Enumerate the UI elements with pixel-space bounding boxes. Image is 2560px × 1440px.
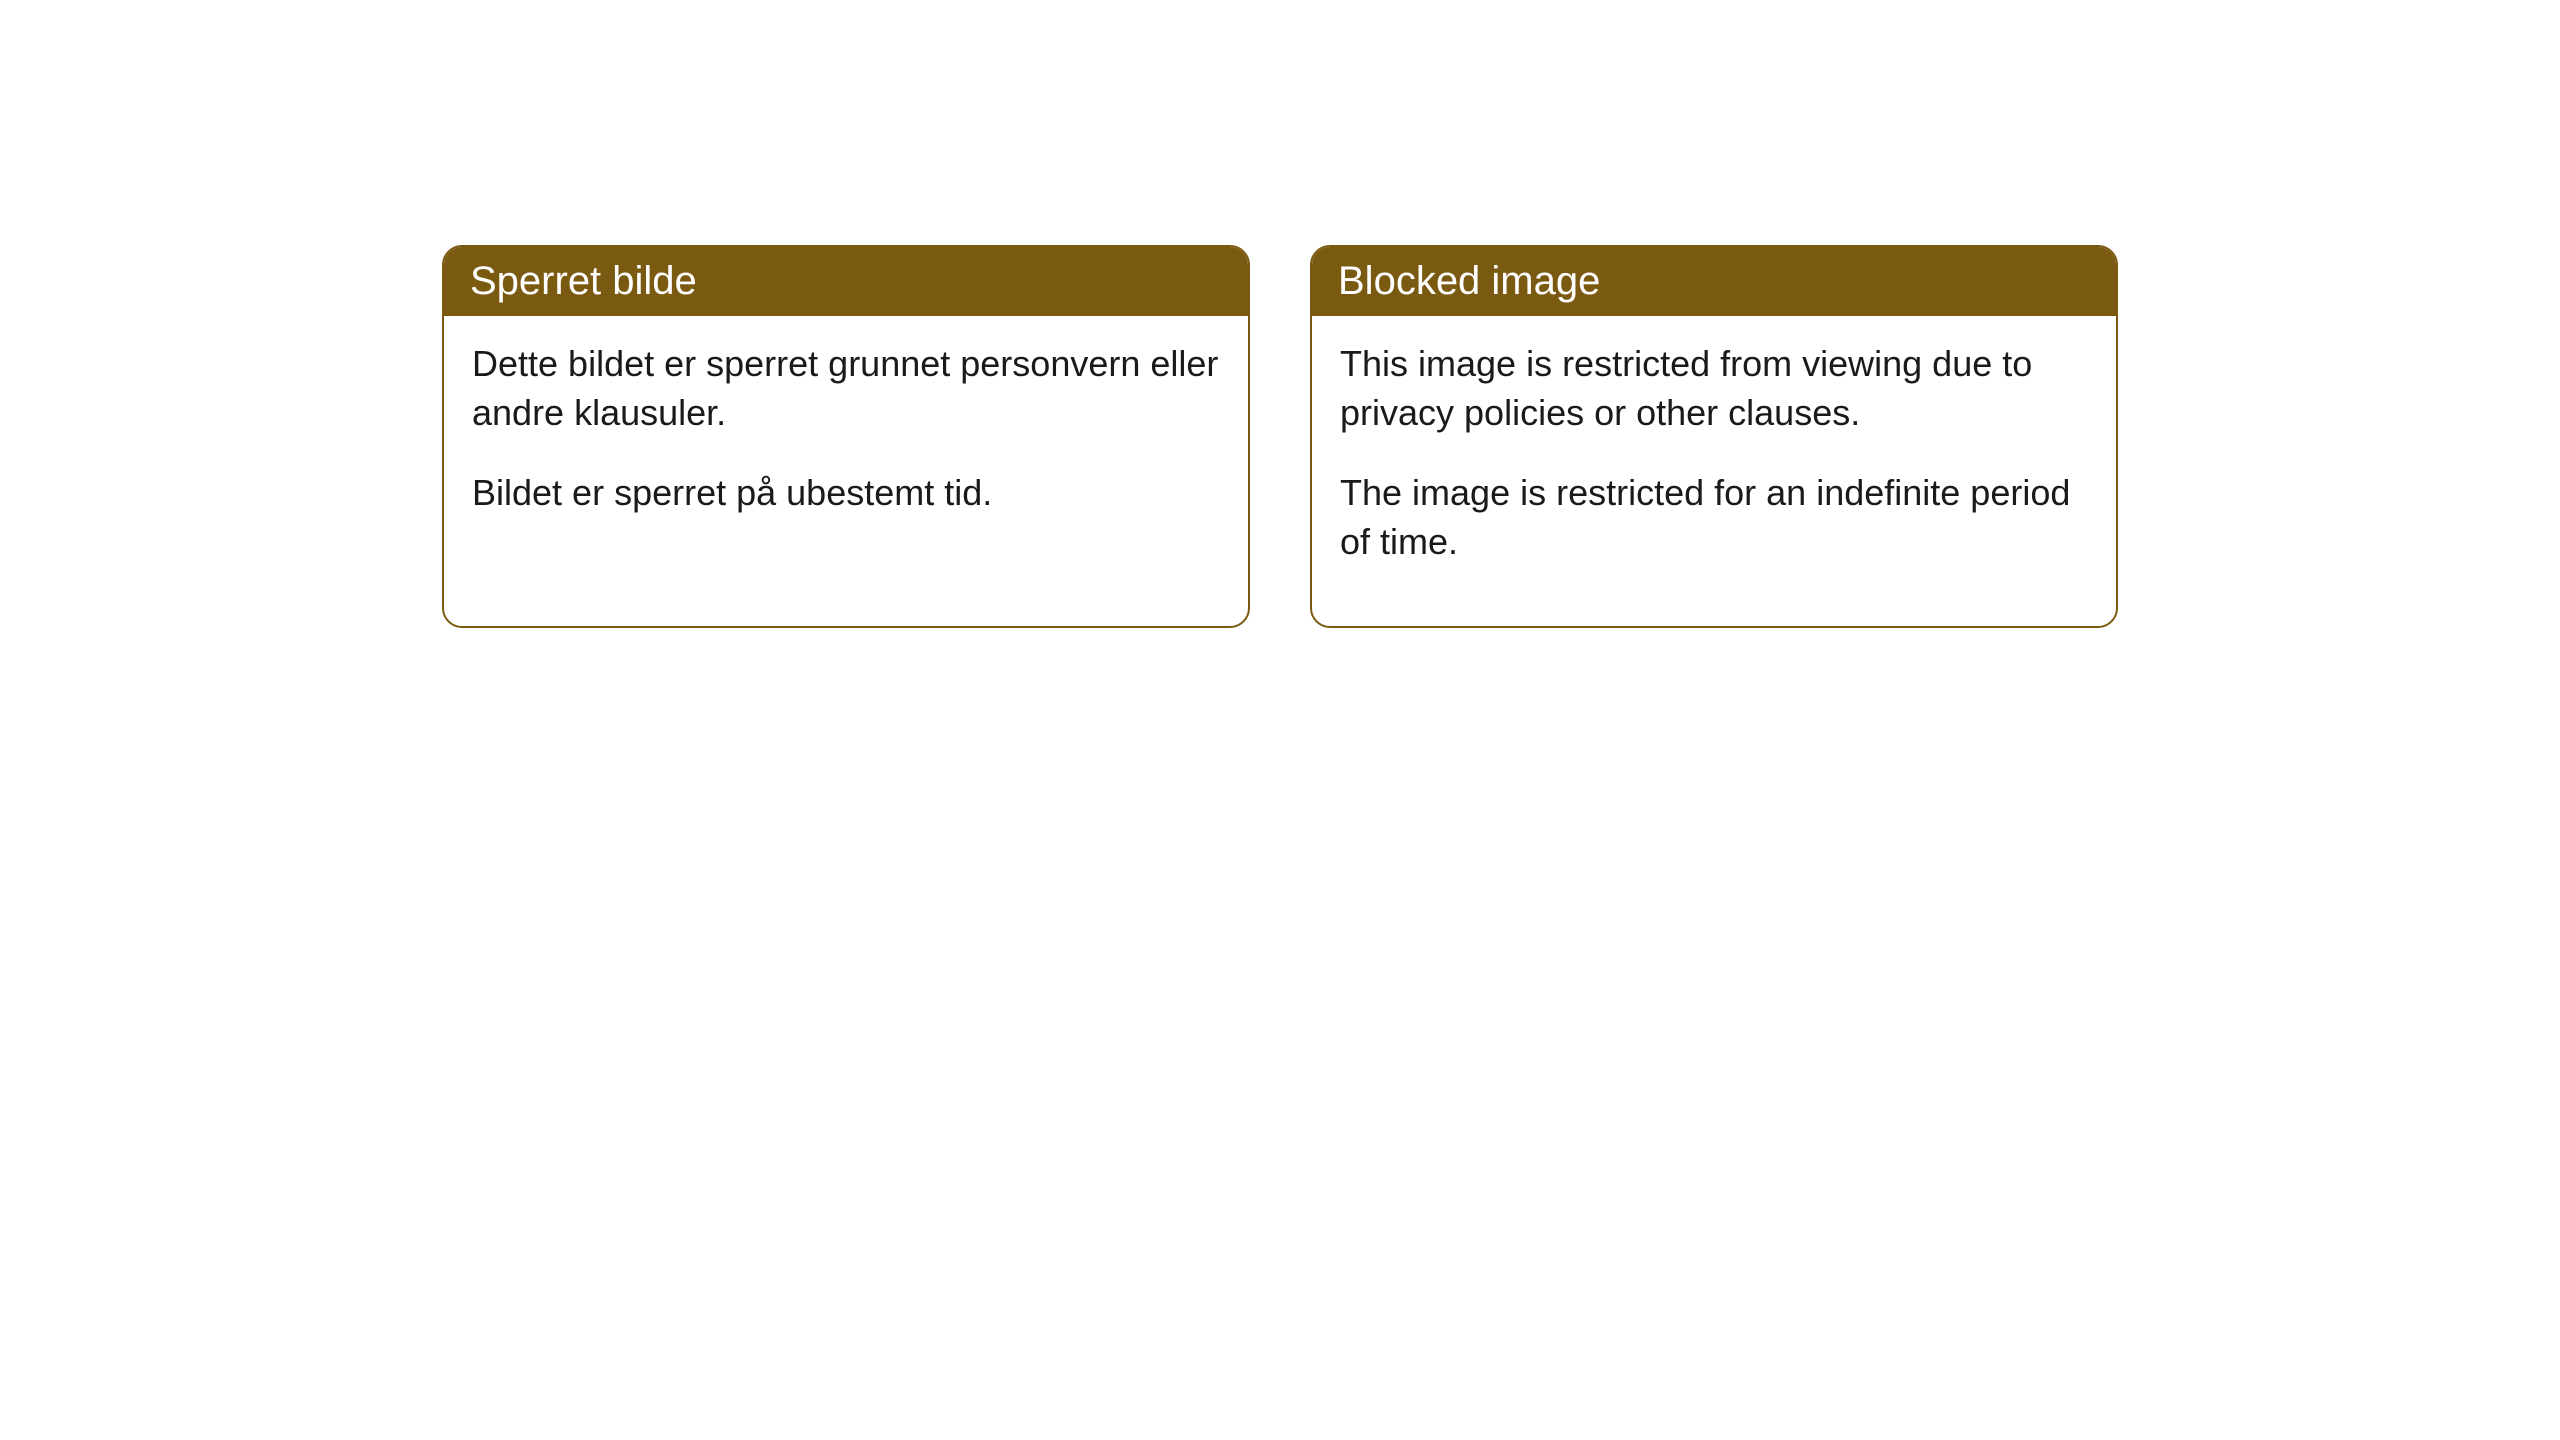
card-paragraph-2-english: The image is restricted for an indefinit…	[1340, 469, 2088, 566]
card-body-english: This image is restricted from viewing du…	[1312, 316, 2116, 626]
card-paragraph-2-norwegian: Bildet er sperret på ubestemt tid.	[472, 469, 1220, 518]
card-header-norwegian: Sperret bilde	[444, 247, 1248, 316]
card-paragraph-1-norwegian: Dette bildet er sperret grunnet personve…	[472, 340, 1220, 437]
card-paragraph-1-english: This image is restricted from viewing du…	[1340, 340, 2088, 437]
blocked-image-card-english: Blocked image This image is restricted f…	[1310, 245, 2118, 628]
blocked-image-card-norwegian: Sperret bilde Dette bildet er sperret gr…	[442, 245, 1250, 628]
cards-container: Sperret bilde Dette bildet er sperret gr…	[0, 0, 2560, 628]
card-header-english: Blocked image	[1312, 247, 2116, 316]
card-body-norwegian: Dette bildet er sperret grunnet personve…	[444, 316, 1248, 590]
